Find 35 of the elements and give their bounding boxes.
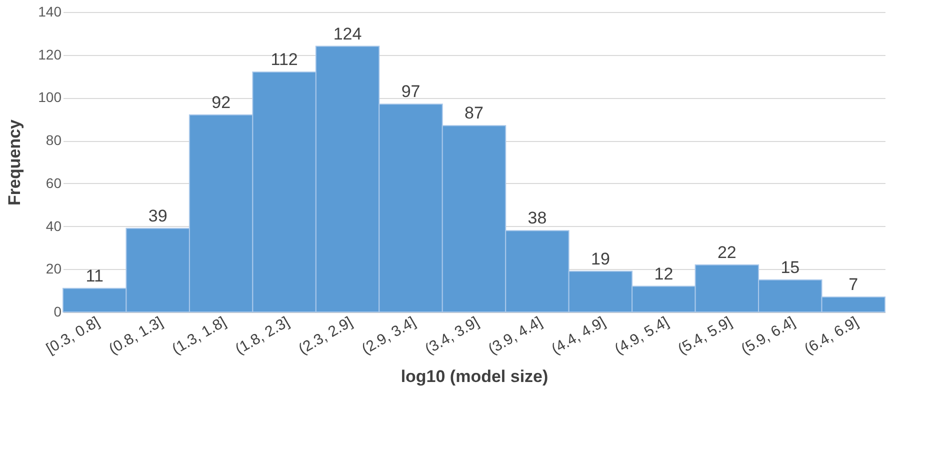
y-tick-label: 20 — [46, 260, 62, 277]
y-axis-title: Frequency — [5, 118, 24, 206]
data-label: 112 — [270, 50, 298, 69]
x-tick-label: (5.9, 6.4] — [738, 314, 798, 358]
x-axis-title: log10 (model size) — [400, 367, 548, 386]
y-tick-label: 100 — [38, 89, 62, 106]
y-tick-label: 40 — [46, 218, 62, 234]
data-label: 97 — [401, 82, 420, 102]
x-tick-label: (5.4, 5.9] — [675, 314, 735, 358]
x-tick-label: (4.9, 5.4] — [612, 314, 672, 358]
data-label: 124 — [333, 24, 362, 44]
y-tick-label: 140 — [38, 4, 62, 20]
x-tick-label: (6.4, 6.9] — [802, 314, 862, 358]
x-tick-label: (0.8, 1.3] — [106, 314, 166, 358]
x-tick-label: (2.9, 3.4] — [359, 314, 419, 358]
data-label: 12 — [654, 264, 674, 284]
data-label: 22 — [717, 242, 736, 262]
data-label: 7 — [848, 275, 858, 294]
y-tick-label: 0 — [54, 304, 62, 320]
data-label: 38 — [528, 208, 547, 228]
y-tick-label: 80 — [46, 132, 62, 148]
x-tick-label: (3.9, 4.4] — [485, 314, 546, 358]
data-label: 19 — [591, 249, 610, 268]
y-tick-label: 120 — [38, 46, 62, 62]
x-tick-label: (2.3, 2.9] — [296, 314, 356, 358]
data-label: 39 — [148, 206, 168, 226]
data-label: 87 — [464, 104, 484, 123]
data-label: 11 — [86, 266, 104, 286]
data-label: 15 — [780, 258, 800, 277]
x-tick-label: (3.4, 3.9] — [422, 314, 482, 358]
x-tick-label: (1.8, 2.3] — [232, 314, 292, 358]
y-tick-label: 60 — [46, 174, 62, 191]
x-tick-label: (4.4, 4.9] — [548, 314, 608, 358]
data-label: 92 — [212, 92, 231, 112]
x-tick-label: (1.3, 1.8] — [169, 314, 230, 358]
